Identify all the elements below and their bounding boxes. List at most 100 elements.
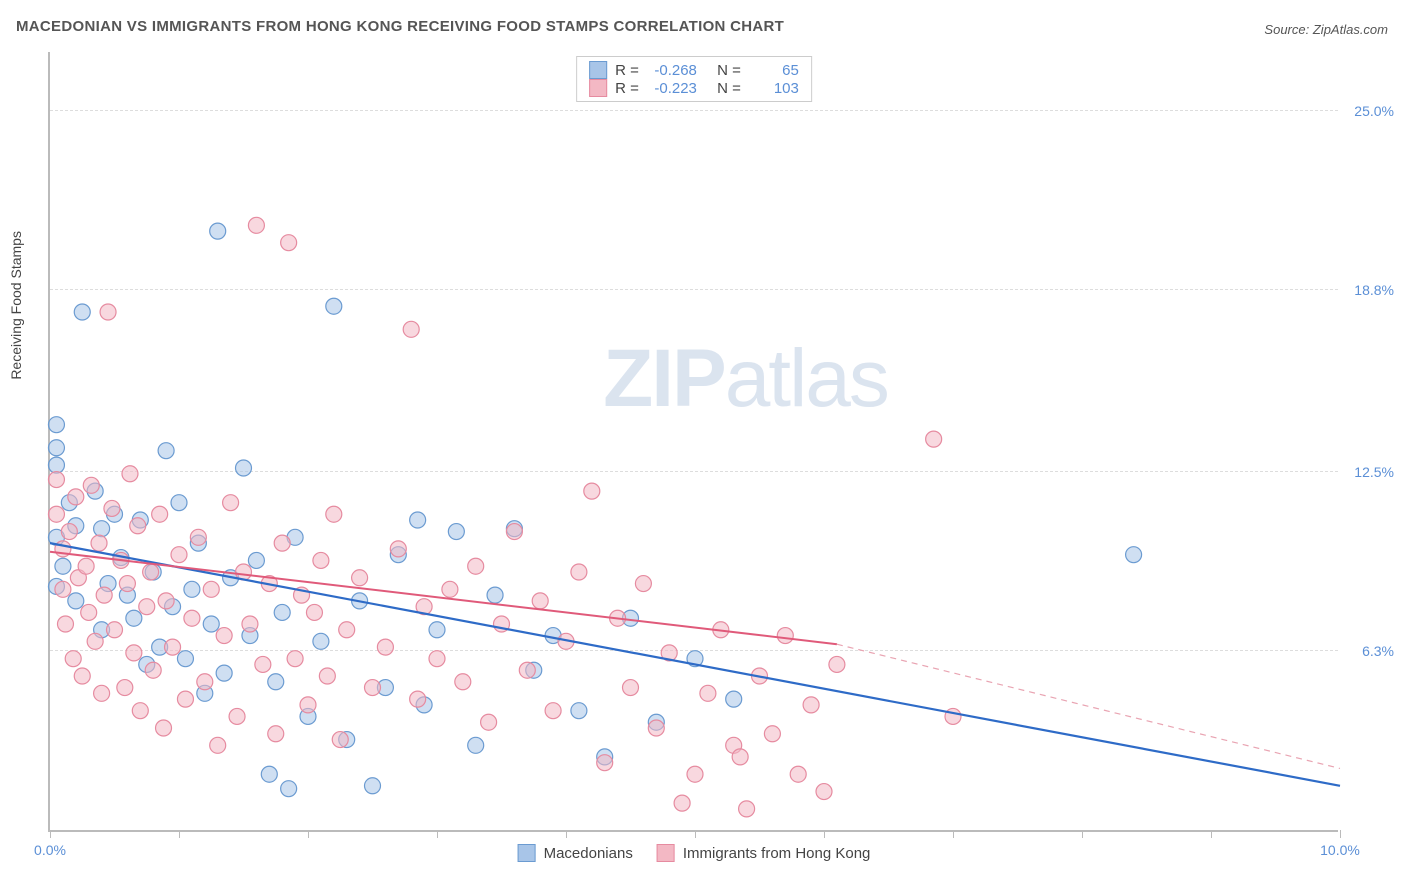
scatter-point bbox=[210, 737, 226, 753]
scatter-point bbox=[313, 633, 329, 649]
x-tick bbox=[953, 830, 954, 838]
scatter-point bbox=[158, 593, 174, 609]
x-tick bbox=[824, 830, 825, 838]
scatter-point bbox=[274, 535, 290, 551]
x-tick bbox=[566, 830, 567, 838]
scatter-point bbox=[171, 547, 187, 563]
scatter-point bbox=[274, 604, 290, 620]
scatter-point bbox=[261, 766, 277, 782]
scatter-point bbox=[365, 680, 381, 696]
scatter-point bbox=[48, 506, 64, 522]
scatter-point bbox=[487, 587, 503, 603]
scatter-point bbox=[248, 552, 264, 568]
scatter-point bbox=[132, 703, 148, 719]
scatter-point bbox=[468, 558, 484, 574]
scatter-point bbox=[306, 604, 322, 620]
scatter-point bbox=[468, 737, 484, 753]
scatter-point bbox=[216, 665, 232, 681]
x-tick bbox=[50, 830, 51, 838]
x-tick-label: 10.0% bbox=[1320, 842, 1360, 858]
scatter-point bbox=[248, 217, 264, 233]
scatter-point bbox=[410, 691, 426, 707]
scatter-point bbox=[117, 680, 133, 696]
scatter-point bbox=[156, 720, 172, 736]
source-attribution: Source: ZipAtlas.com bbox=[1264, 22, 1388, 37]
scatter-point bbox=[281, 781, 297, 797]
scatter-point bbox=[83, 477, 99, 493]
scatter-point bbox=[203, 581, 219, 597]
scatter-point bbox=[177, 691, 193, 707]
scatter-point bbox=[571, 564, 587, 580]
stats-n-label: N = bbox=[717, 80, 741, 97]
stats-r-label: R = bbox=[615, 62, 639, 79]
scatter-point bbox=[1126, 547, 1142, 563]
stats-r-value-0: -0.268 bbox=[647, 62, 697, 79]
scatter-point bbox=[242, 616, 258, 632]
scatter-point bbox=[571, 703, 587, 719]
scatter-point bbox=[74, 304, 90, 320]
scatter-point bbox=[326, 298, 342, 314]
scatter-point bbox=[78, 558, 94, 574]
scatter-point bbox=[158, 443, 174, 459]
scatter-point bbox=[55, 581, 71, 597]
scatter-point bbox=[190, 529, 206, 545]
source-name: ZipAtlas.com bbox=[1313, 22, 1388, 37]
y-tick-label: 25.0% bbox=[1354, 103, 1394, 119]
scatter-point bbox=[764, 726, 780, 742]
scatter-point bbox=[48, 457, 64, 473]
trend-lines bbox=[50, 543, 1340, 786]
stats-swatch-0 bbox=[589, 61, 607, 79]
x-tick-label: 0.0% bbox=[34, 842, 66, 858]
bottom-legend: Macedonians Immigrants from Hong Kong bbox=[518, 844, 871, 862]
scatter-point bbox=[287, 651, 303, 667]
y-tick-label: 18.8% bbox=[1354, 282, 1394, 298]
y-tick-label: 6.3% bbox=[1362, 643, 1394, 659]
legend-swatch-0 bbox=[518, 844, 536, 862]
trend-line bbox=[50, 543, 1340, 786]
scatter-point bbox=[313, 552, 329, 568]
scatter-point bbox=[365, 778, 381, 794]
scatter-point bbox=[48, 440, 64, 456]
scatter-point bbox=[68, 489, 84, 505]
x-tick bbox=[179, 830, 180, 838]
scatter-point bbox=[352, 570, 368, 586]
scatter-point bbox=[177, 651, 193, 667]
scatter-point bbox=[674, 795, 690, 811]
scatter-point bbox=[57, 616, 73, 632]
scatter-point bbox=[455, 674, 471, 690]
scatter-point bbox=[126, 645, 142, 661]
scatter-point bbox=[481, 714, 497, 730]
scatter-point bbox=[429, 651, 445, 667]
legend-label-0: Macedonians bbox=[544, 845, 633, 862]
stats-r-label: R = bbox=[615, 80, 639, 97]
stats-n-value-0: 65 bbox=[749, 62, 799, 79]
scatter-point bbox=[184, 610, 200, 626]
scatter-point bbox=[119, 576, 135, 592]
scatter-point bbox=[203, 616, 219, 632]
scatter-point bbox=[81, 604, 97, 620]
stats-box: R = -0.268 N = 65 R = -0.223 N = 103 bbox=[576, 56, 812, 102]
scatter-point bbox=[87, 633, 103, 649]
scatter-point bbox=[107, 622, 123, 638]
x-tick bbox=[1340, 830, 1341, 838]
scatter-point bbox=[130, 518, 146, 534]
scatter-point bbox=[268, 674, 284, 690]
scatter-point bbox=[300, 697, 316, 713]
stats-row-0: R = -0.268 N = 65 bbox=[589, 61, 799, 79]
scatter-point bbox=[104, 500, 120, 516]
scatter-point bbox=[236, 460, 252, 476]
scatter-point bbox=[94, 521, 110, 537]
x-tick bbox=[695, 830, 696, 838]
stats-n-value-1: 103 bbox=[749, 80, 799, 97]
scatter-point bbox=[390, 541, 406, 557]
scatter-point bbox=[48, 417, 64, 433]
scatter-point bbox=[506, 524, 522, 540]
scatter-point bbox=[623, 680, 639, 696]
scatter-point bbox=[94, 685, 110, 701]
scatter-point bbox=[100, 304, 116, 320]
scatter-point bbox=[584, 483, 600, 499]
legend-item-0: Macedonians bbox=[518, 844, 633, 862]
scatter-point bbox=[687, 766, 703, 782]
y-tick-label: 12.5% bbox=[1354, 464, 1394, 480]
scatter-point bbox=[326, 506, 342, 522]
